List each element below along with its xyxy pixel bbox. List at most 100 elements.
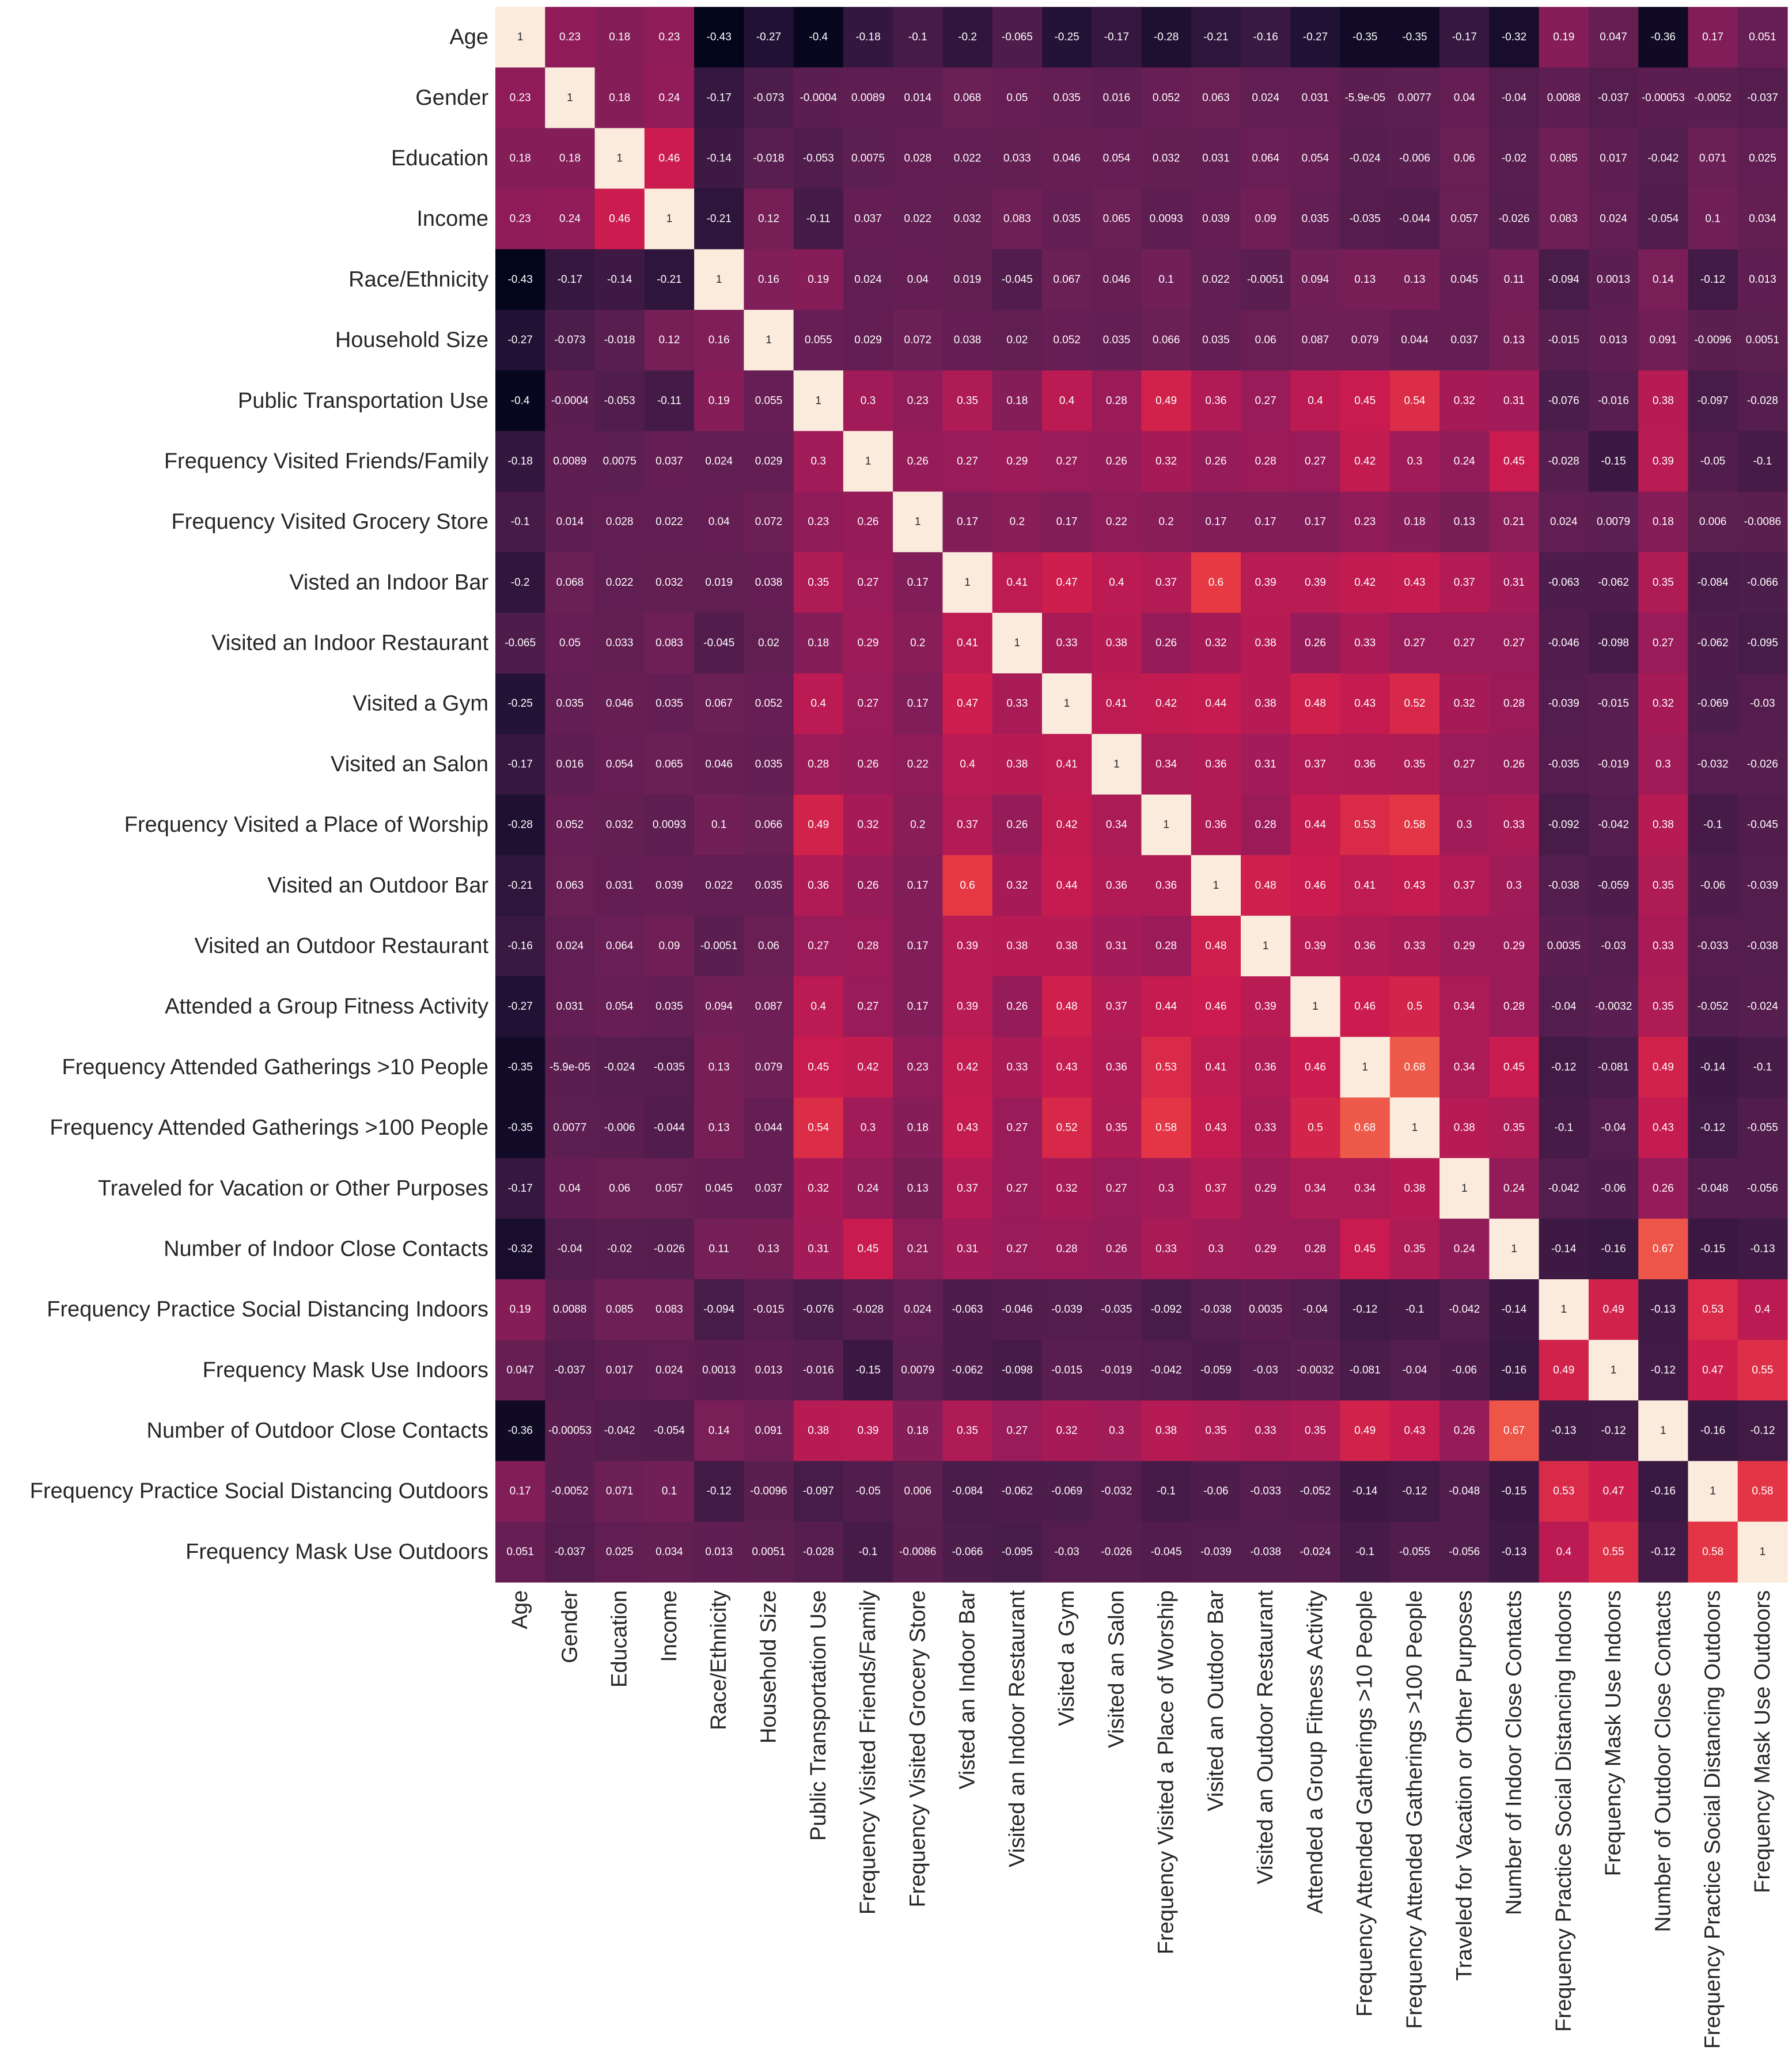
cell-value-label: 1 [1113,758,1120,770]
cell-value-label: 0.38 [808,1425,829,1437]
heatmap-cell [992,309,1043,371]
cell-value-label: -0.037 [554,1364,585,1376]
heatmap-cell [1489,1521,1540,1583]
heatmap-cell [942,1037,993,1098]
cell-value-label: -0.35 [507,1122,532,1134]
heatmap-cell [694,249,744,310]
cell-value-label: 0.26 [858,516,879,528]
heatmap-cell [1290,370,1341,431]
heatmap-cell [1241,309,1291,371]
cell-value-label: 0.27 [1305,455,1326,467]
heatmap-cell [793,128,844,189]
cell-value-label: -0.026 [1747,758,1778,770]
cell-value-label: 1 [1461,1182,1468,1195]
cell-value-label: 0.035 [1302,213,1329,225]
cell-value-label: 0.38 [1106,637,1127,649]
cell-value-label: 0.33 [1354,637,1376,649]
heatmap-cell [644,976,695,1037]
heatmap-cell [843,67,893,128]
heatmap-cell [942,431,993,492]
cell-value-label: -0.038 [1250,1546,1281,1558]
cell-value-label: -0.032 [1698,758,1729,770]
heatmap-cell [1290,915,1341,977]
heatmap-cell [1688,1158,1738,1219]
cell-value-label: 0.3 [811,455,826,467]
cell-value-label: 0.18 [559,152,581,164]
cell-value-label: 0.38 [1155,1425,1177,1437]
heatmap-cell [942,915,993,977]
heatmap-cell [843,1400,893,1462]
cell-value-label: 0.27 [1056,455,1078,467]
heatmap-cell [545,1521,596,1583]
heatmap-cell [594,673,645,734]
cell-value-label: -0.062 [1698,637,1729,649]
heatmap-cell [793,7,844,68]
cell-value-label: -0.00053 [1642,92,1685,104]
heatmap-cell [545,128,596,189]
heatmap-cell [545,67,596,128]
heatmap-cell [1539,1158,1589,1219]
cell-value-label: -0.1 [1554,1122,1573,1134]
cell-value-label: 0.48 [1056,1000,1078,1013]
heatmap-cell [1141,1037,1192,1098]
cell-value-label: 0.35 [808,577,829,589]
heatmap-cell [1092,1218,1142,1280]
cell-value-label: -0.14 [1700,1061,1726,1073]
heatmap-cell [594,1340,645,1401]
cell-value-label: 0.017 [606,1364,634,1376]
cell-value-label: -0.16 [1700,1425,1725,1437]
cell-value-label: 0.6 [1208,577,1223,589]
heatmap-cell [1141,370,1192,431]
heatmap-cell [644,1218,695,1280]
cell-value-label: 0.27 [858,1000,879,1013]
cell-value-label: 0.013 [705,1546,733,1558]
cell-value-label: 0.044 [755,1122,783,1134]
cell-value-label: 0.41 [1006,577,1028,589]
cell-value-label: 0.28 [1503,697,1525,710]
row-tick-label: Race/Ethnicity [348,267,488,291]
cell-value-label: 0.0088 [553,1303,586,1316]
heatmap-cell [1340,794,1391,856]
heatmap-cell [1241,673,1291,734]
row-tick-label: Traveled for Vacation or Other Purposes [98,1176,488,1200]
cell-value-label: -0.13 [1750,1243,1775,1255]
cell-value-label: -0.36 [1651,31,1676,43]
cell-value-label: 0.36 [1106,1061,1127,1073]
heatmap-cell [893,1097,944,1159]
cell-value-label: 0.37 [957,1182,978,1195]
heatmap-cell [1290,491,1341,553]
heatmap-cell [744,431,794,492]
heatmap-cell [1241,1097,1291,1159]
cell-value-label: 0.035 [755,880,783,892]
cell-value-label: 0.031 [556,1000,584,1013]
cell-value-label: 0.37 [1205,1182,1226,1195]
heatmap-cell [545,915,596,977]
heatmap-cell [1737,7,1788,68]
row-tick-label: Frequency Mask Use Indoors [203,1358,488,1382]
cell-value-label: 0.016 [1103,92,1131,104]
heatmap-cell [495,491,545,553]
cell-value-label: -0.018 [753,152,785,164]
cell-value-label: -0.046 [1548,637,1579,649]
heatmap-cell [1389,67,1440,128]
cell-value-label: 0.0089 [553,455,586,467]
heatmap-cell [1638,188,1689,250]
cell-value-label: 0.4 [960,758,975,770]
heatmap-cell [694,431,744,492]
cell-value-label: 0.35 [1404,1243,1425,1255]
cell-value-label: -0.04 [1551,1000,1577,1013]
heatmap-cell [1439,552,1490,613]
heatmap-cell [495,976,545,1037]
cell-value-label: 0.28 [808,758,829,770]
heatmap-cell [644,431,695,492]
heatmap-cell [1389,1461,1440,1522]
cell-value-label: -0.045 [1747,819,1778,831]
cell-value-label: 0.18 [609,92,630,104]
heatmap-cell [1241,249,1291,310]
heatmap-cell [1539,1097,1589,1159]
heatmap-cell [495,1340,545,1401]
cell-value-label: 0.36 [808,880,829,892]
cell-value-label: 0.18 [510,152,531,164]
cell-value-label: -0.14 [1352,1485,1378,1498]
cell-value-label: 0.017 [1600,152,1627,164]
